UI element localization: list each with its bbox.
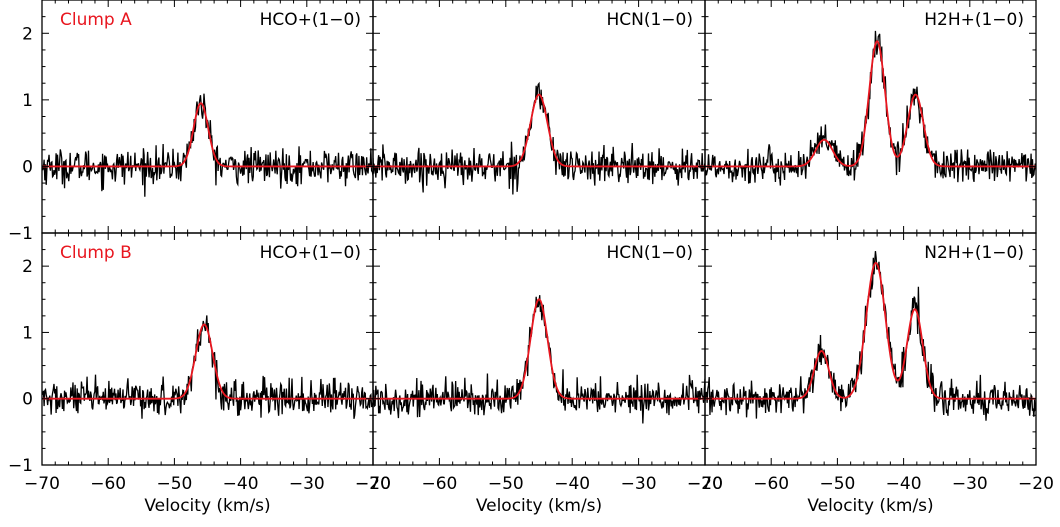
y-tick-label: 1 <box>22 323 33 343</box>
line-label: HCO+(1−0) <box>260 243 361 263</box>
y-tick-label: 2 <box>22 257 33 277</box>
spectrum-panel-5: −70 −60 −50 −40 −30 −20 Velocity (km/s) HCN(1−0… <box>355 232 723 516</box>
x-tick-label: −20 <box>687 474 723 494</box>
clump-label: Clump B <box>60 243 132 263</box>
line-label: N2H+(1−0) <box>924 243 1024 263</box>
panel-frame <box>704 0 1037 234</box>
gaussian-fit-line <box>705 40 1036 168</box>
spectrum-panel-4: −1 0 1 2 −70 −60 −50 −40 −30 −20 Velocity (km/s) HC… <box>8 232 391 516</box>
panel-frame <box>372 0 706 234</box>
spectrum-panel-3: H2H+(1−0) <box>704 0 1037 234</box>
x-tick-label: −60 <box>421 474 457 494</box>
observed-spectrum-line <box>373 295 705 424</box>
observed-spectrum-line <box>42 93 373 197</box>
line-label: H2H+(1−0) <box>924 10 1024 30</box>
spectrum-panel-2: HCN(1−0) <box>372 0 706 234</box>
spectrum-panel-1: −1 0 1 2 HCO+(1−0) Clump A <box>8 0 374 244</box>
gaussian-fit-line <box>42 102 373 168</box>
y-tick-label: 1 <box>22 91 33 111</box>
panel-frame <box>372 232 706 466</box>
x-tick-label: −60 <box>753 474 789 494</box>
y-tick-label: 0 <box>22 157 33 177</box>
x-tick-label: −30 <box>952 474 988 494</box>
line-label: HCN(1−0) <box>606 243 693 263</box>
y-tick-label: −1 <box>8 456 33 476</box>
x-tick-label: −70 <box>24 474 60 494</box>
panel-frame <box>41 232 374 466</box>
y-tick-label: −1 <box>8 224 33 244</box>
x-tick-label: −30 <box>621 474 657 494</box>
gaussian-fit-line <box>705 261 1036 400</box>
x-tick-label: −50 <box>488 474 524 494</box>
x-axis-label: Velocity (km/s) <box>807 496 933 516</box>
gaussian-fit-line <box>42 323 373 400</box>
x-tick-label: −30 <box>289 474 325 494</box>
x-axis-label: Velocity (km/s) <box>144 496 270 516</box>
x-tick-label: −20 <box>355 474 391 494</box>
panel-frame <box>704 232 1037 466</box>
panel-frame <box>41 0 374 234</box>
observed-spectrum-line <box>705 30 1036 186</box>
x-tick-label: −60 <box>90 474 126 494</box>
x-tick-label: −70 <box>687 474 723 494</box>
x-tick-label: −40 <box>886 474 922 494</box>
x-tick-label: −50 <box>156 474 192 494</box>
x-tick-label: −40 <box>554 474 590 494</box>
y-tick-label: 2 <box>22 24 33 44</box>
gaussian-fit-line <box>373 93 705 168</box>
line-label: HCO+(1−0) <box>260 10 361 30</box>
x-axis-label: Velocity (km/s) <box>476 496 602 516</box>
x-tick-label: −70 <box>355 474 391 494</box>
y-tick-label: 0 <box>22 390 33 410</box>
line-label: HCN(1−0) <box>606 10 693 30</box>
x-tick-label: −40 <box>223 474 259 494</box>
spectrum-panel-6: −70 −60 −50 −40 −30 −20 Velocity (km/s) N2H+(1−… <box>687 232 1054 516</box>
observed-spectrum-line <box>373 81 705 195</box>
gaussian-fit-line <box>373 298 705 400</box>
x-tick-label: −20 <box>1018 474 1054 494</box>
x-tick-label: −50 <box>819 474 855 494</box>
clump-label: Clump A <box>60 10 132 30</box>
